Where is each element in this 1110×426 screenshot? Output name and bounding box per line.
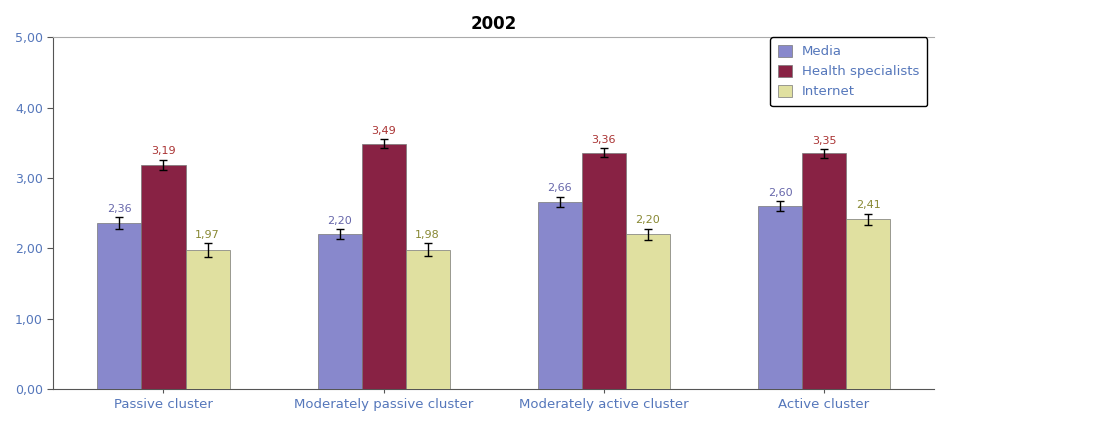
Bar — [317, 234, 362, 389]
Text: 3,36: 3,36 — [592, 135, 616, 145]
Text: 3,49: 3,49 — [371, 126, 396, 136]
Bar — [801, 153, 846, 389]
Bar — [537, 202, 582, 389]
Bar — [185, 250, 230, 389]
Text: 3,19: 3,19 — [151, 146, 175, 156]
Bar — [98, 223, 141, 389]
Text: 1,98: 1,98 — [415, 230, 440, 240]
Bar — [405, 250, 450, 389]
Text: 2,60: 2,60 — [768, 188, 793, 198]
Text: 3,35: 3,35 — [811, 135, 836, 146]
Text: 1,97: 1,97 — [195, 230, 220, 240]
Bar — [582, 153, 626, 389]
Bar — [846, 219, 890, 389]
Legend: Media, Health specialists, Internet: Media, Health specialists, Internet — [770, 37, 928, 106]
Text: 2,20: 2,20 — [635, 215, 660, 225]
Bar — [141, 164, 185, 389]
Bar — [362, 144, 405, 389]
Bar — [758, 206, 801, 389]
Text: 2,20: 2,20 — [327, 216, 352, 226]
Text: 2,66: 2,66 — [547, 184, 572, 193]
Text: 2,36: 2,36 — [108, 204, 132, 214]
Text: 2,41: 2,41 — [856, 200, 880, 210]
Title: 2002: 2002 — [471, 15, 517, 33]
Bar — [626, 234, 669, 389]
